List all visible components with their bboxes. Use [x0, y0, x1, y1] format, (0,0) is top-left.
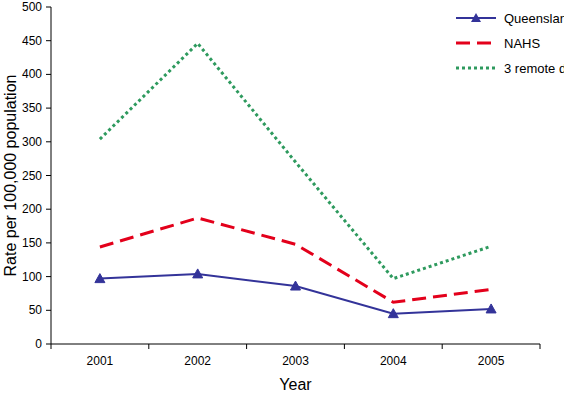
- legend-marker: [471, 13, 481, 22]
- marker: [291, 281, 301, 290]
- legend-label: 3 remote districts: [504, 61, 564, 76]
- y-tick: [46, 344, 51, 345]
- chart-container: 0 50 100 150 200 250 300 350 400 450 500 2001 2002 20…: [0, 0, 564, 397]
- series-line: [100, 43, 491, 278]
- marker: [486, 304, 496, 313]
- y-tick: [46, 242, 51, 243]
- y-tick-label: 0: [35, 337, 42, 351]
- y-tick-label: 250: [22, 169, 42, 183]
- y-tick-label: 200: [22, 202, 42, 216]
- plot-area: [95, 43, 496, 317]
- legend-swatch: [456, 42, 496, 45]
- x-tick-label: 2003: [282, 354, 309, 368]
- x-tick-label: 2005: [478, 354, 505, 368]
- y-tick-label: 500: [22, 0, 42, 14]
- y-tick-label: 300: [22, 135, 42, 149]
- y-axis-label: Rate per 100,000 population: [2, 75, 19, 277]
- y-tick: [46, 310, 51, 311]
- y-tick: [46, 74, 51, 75]
- chart: 0 50 100 150 200 250 300 350 400 450 500 2001 2002 20…: [0, 0, 564, 397]
- y-tick: [46, 40, 51, 41]
- y-tick-label: 50: [29, 303, 43, 317]
- x-tick: [540, 344, 541, 349]
- y-tick: [46, 276, 51, 277]
- x-tick-label: 2001: [87, 354, 114, 368]
- x-tick: [51, 344, 52, 349]
- y-tick-label: 150: [22, 236, 42, 250]
- legend: Queensland NAHS 3 remote districts: [456, 11, 564, 76]
- series-line: [100, 274, 491, 314]
- x-tick: [246, 344, 247, 349]
- y-tick: [46, 108, 51, 109]
- legend-label: NAHS: [504, 36, 540, 51]
- marker: [193, 269, 203, 278]
- marker: [95, 274, 105, 283]
- marker: [388, 309, 398, 318]
- x-tick-label: 2002: [184, 354, 211, 368]
- y-tick-label: 100: [22, 270, 42, 284]
- series-line: [100, 218, 491, 302]
- x-tick: [442, 344, 443, 349]
- y-tick-label: 350: [22, 101, 42, 115]
- y-tick: [46, 175, 51, 176]
- y-tick: [46, 7, 51, 8]
- legend-label: Queensland: [504, 11, 564, 26]
- y-tick-label: 400: [22, 67, 42, 81]
- y-tick: [46, 141, 51, 142]
- x-tick: [148, 344, 149, 349]
- y-tick-label: 450: [22, 34, 42, 48]
- x-tick: [344, 344, 345, 349]
- x-axis: [51, 344, 540, 345]
- x-tick-label: 2004: [380, 354, 407, 368]
- legend-swatch: [456, 67, 496, 70]
- y-tick: [46, 209, 51, 210]
- x-axis-label: Year: [279, 376, 312, 393]
